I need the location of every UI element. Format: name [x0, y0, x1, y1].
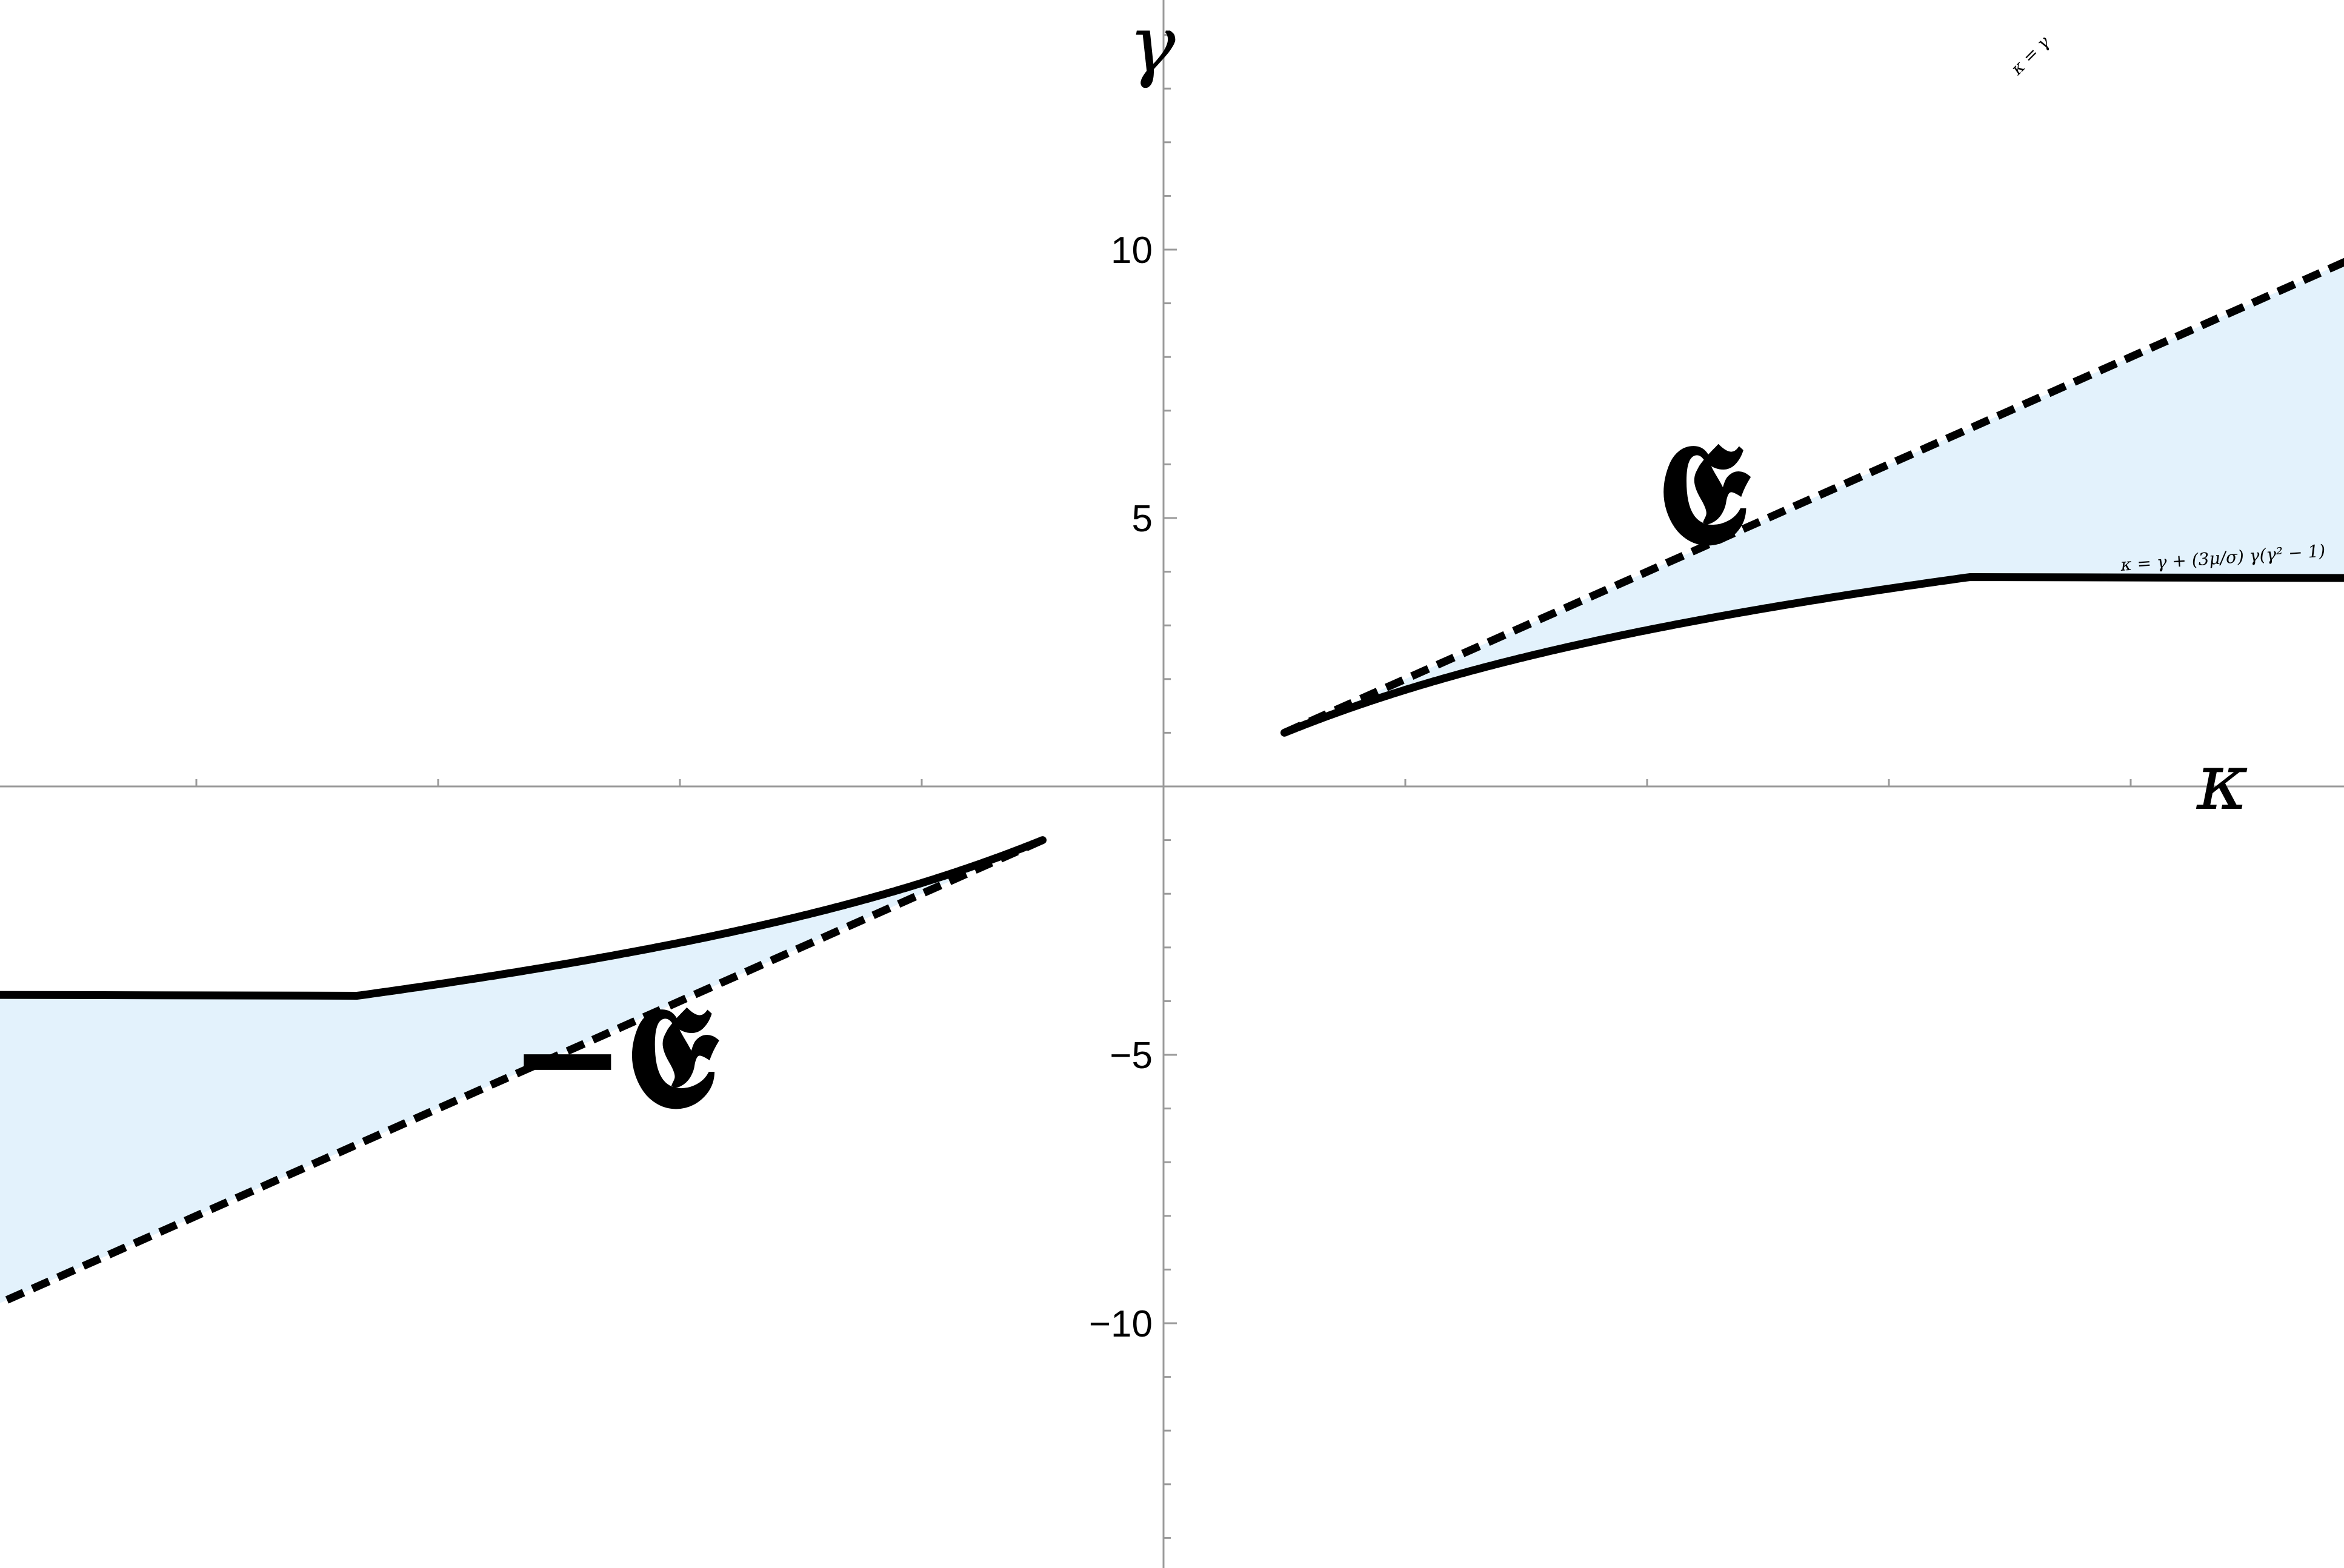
dashed-line-label: κ = γ [2006, 32, 2054, 79]
y-tick-label: 10 [1111, 230, 1153, 271]
region-fill-lower [0, 840, 1043, 1303]
y-tick-label: −10 [1089, 1303, 1153, 1345]
dashed-line-upper [1282, 257, 2344, 737]
dashed-line-lower [0, 836, 1045, 1307]
y-axis-label: γ [1128, 0, 1176, 90]
region-fill-upper [1284, 262, 2344, 733]
ticks [195, 34, 2132, 1539]
x-axis-label: κ [2196, 736, 2248, 828]
region-label-upper: 𝕰 [1657, 412, 1751, 576]
region-label-lower: −𝕰 [509, 975, 720, 1139]
y-tick-label: −5 [1110, 1035, 1153, 1077]
solid-curve-lower [0, 836, 1047, 1000]
solid-curve-upper [1280, 573, 2344, 737]
y-tick-label: 5 [1132, 498, 1153, 540]
